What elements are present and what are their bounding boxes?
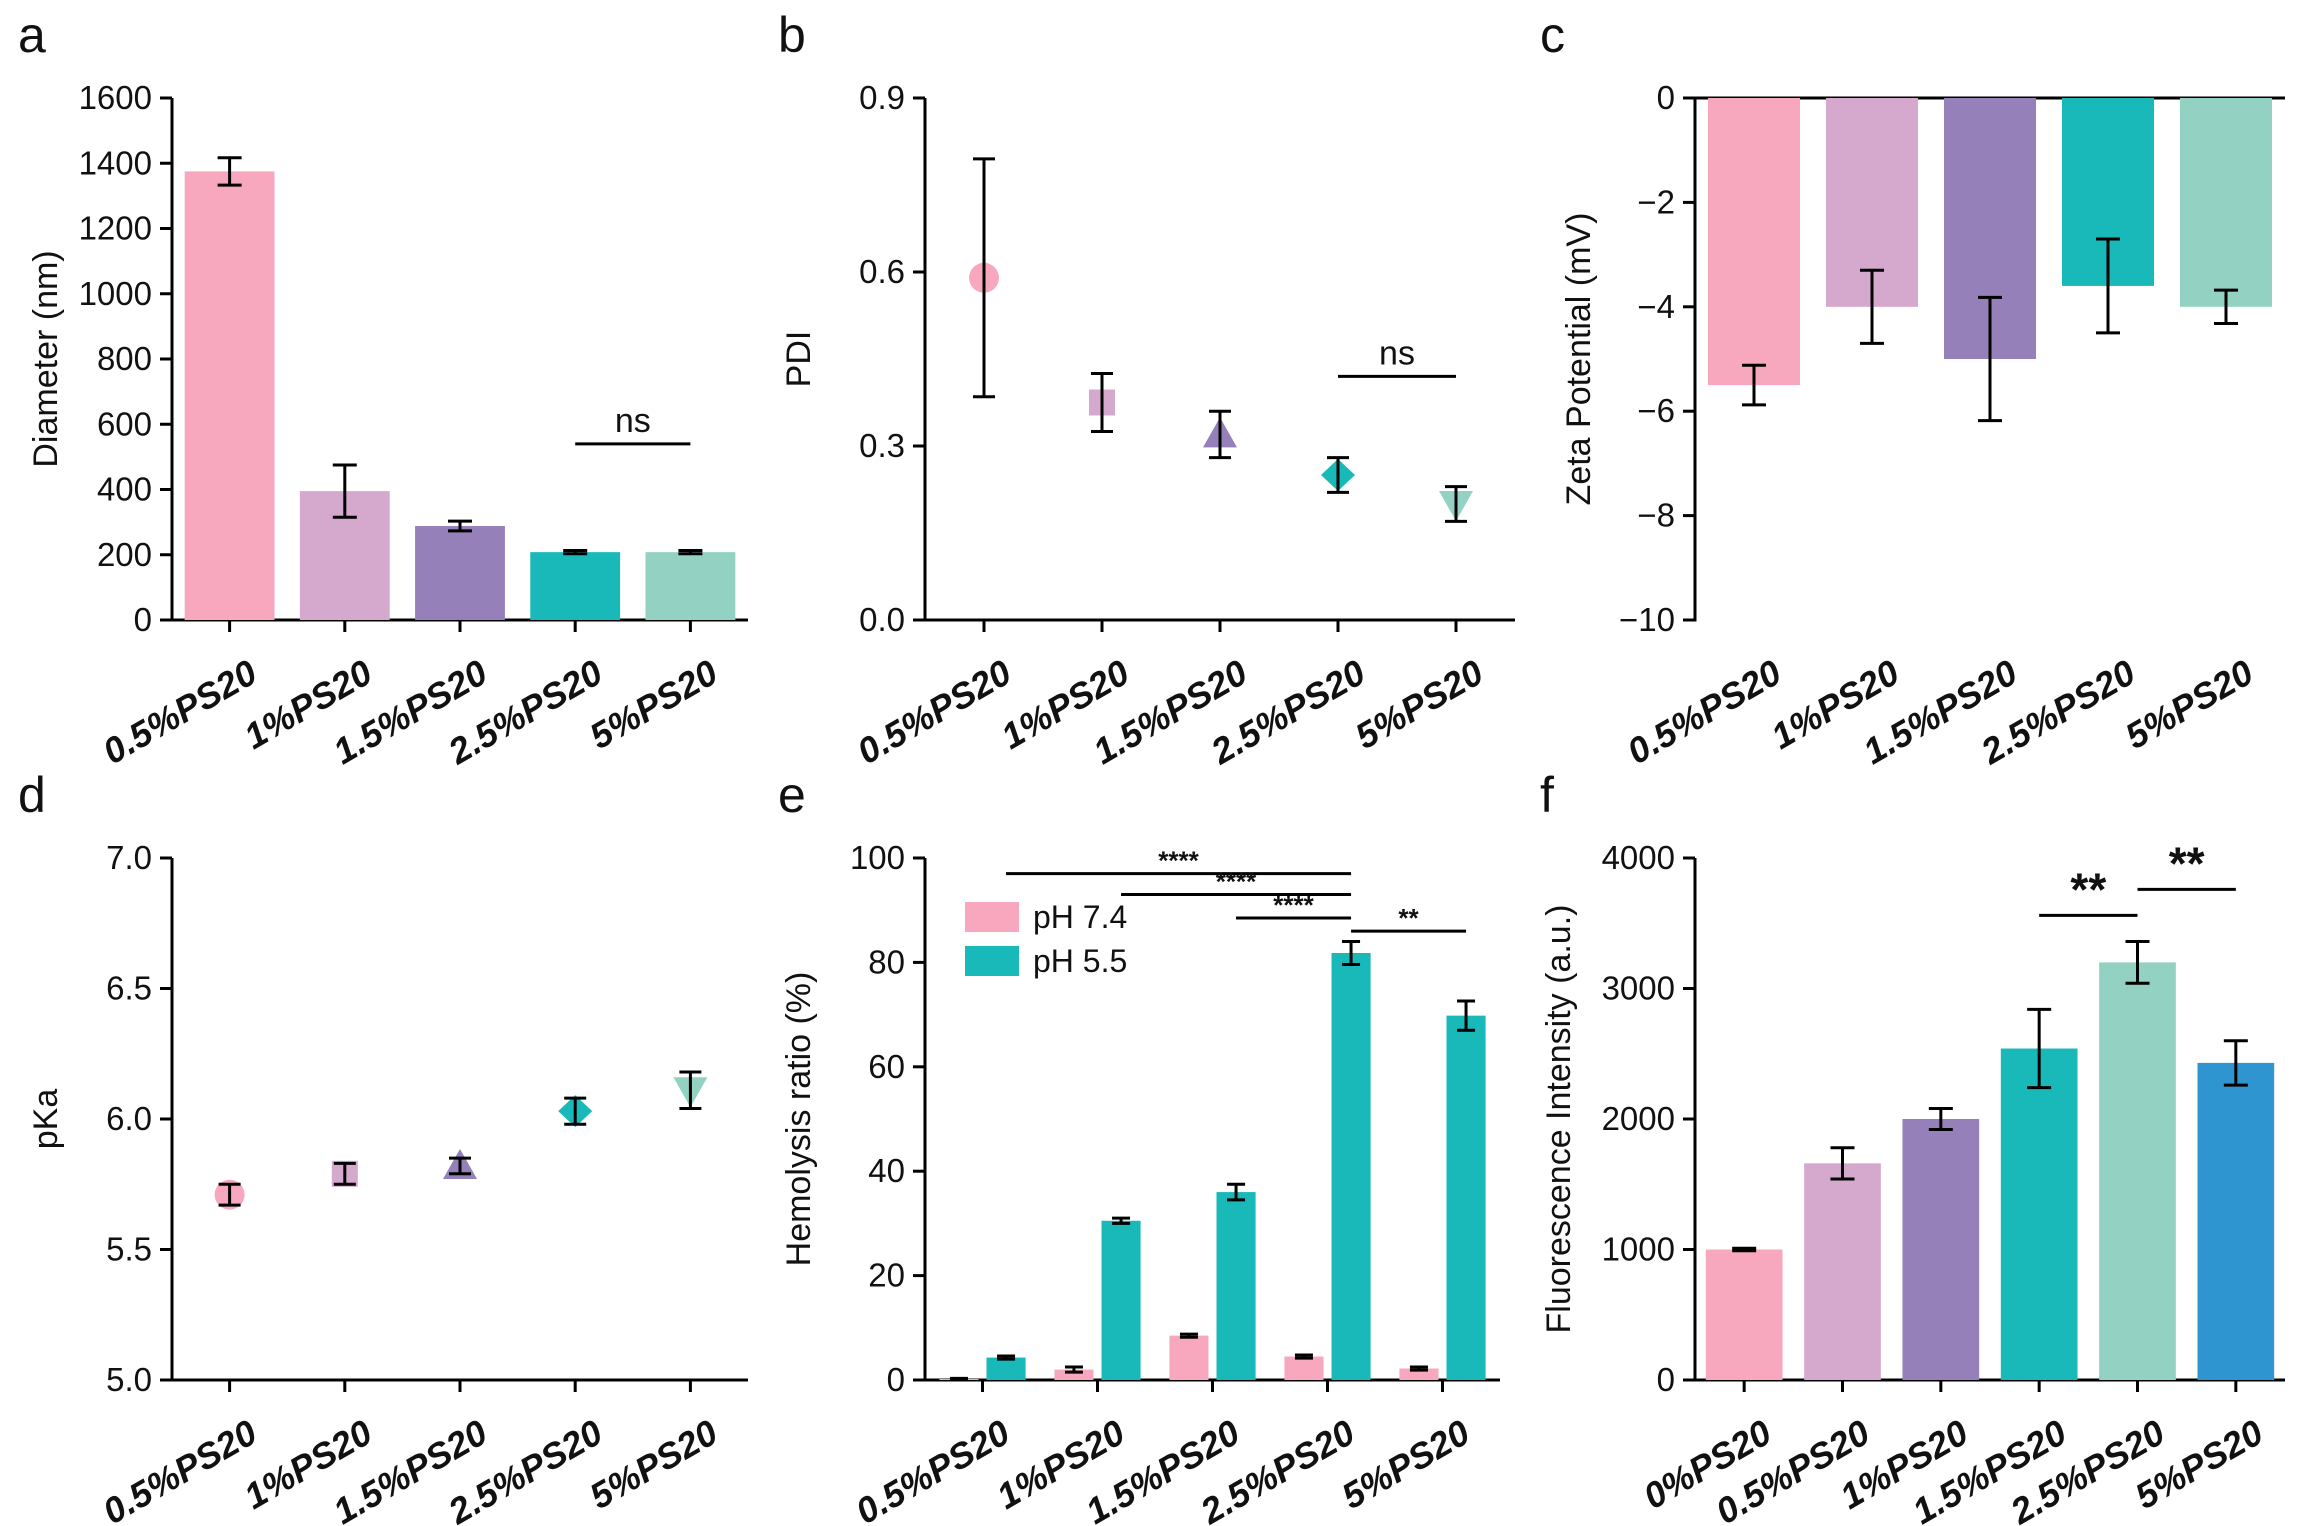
y-tick-label: 20 — [868, 1257, 905, 1294]
y-tick-label: 1400 — [79, 144, 152, 181]
y-tick-label: 100 — [850, 839, 905, 876]
panel-d: d5.05.56.06.57.0pKa0.5%PS201%PS201.5%PS2… — [18, 767, 748, 1526]
x-tick-label: 0.5%PS20 — [1620, 651, 1788, 772]
panel-c: c −10 −8 −6 −4 −2 0 Zeta Potential (mV) 0.5%PS20… — [1540, 7, 2285, 772]
y-tick-label: 6.5 — [106, 970, 152, 1007]
y-tick-label: 0.3 — [859, 427, 905, 464]
y-tick-label: 4000 — [1602, 839, 1675, 876]
x-tick-label: 5%PS20 — [1335, 1411, 1477, 1517]
bar-pH 7.4-1.5%PS20 — [1169, 1335, 1209, 1380]
panel-letter: f — [1540, 767, 1554, 823]
y-tick-label: 1600 — [79, 79, 152, 116]
bar-0.5%PS20 — [1707, 98, 1801, 386]
y-tick-label: 0.9 — [859, 79, 905, 116]
significance-label: ns — [615, 402, 651, 440]
y-tick-label: 0 — [1657, 79, 1675, 116]
significance-label: **** — [1158, 846, 1199, 876]
y-axis-label: pKa — [27, 1089, 65, 1150]
y-tick-label: 800 — [97, 340, 152, 377]
y-tick-label: 5.5 — [106, 1231, 152, 1268]
legend-label-pH 7.4: pH 7.4 — [1033, 899, 1127, 935]
x-tick-label: 5%PS20 — [583, 651, 725, 757]
y-tick-label: 0 — [887, 1361, 905, 1398]
y-tick-label: 2000 — [1602, 1100, 1675, 1137]
y-tick-label: −6 — [1637, 392, 1675, 429]
significance-label: **** — [1273, 890, 1314, 920]
significance-label: **** — [1216, 867, 1257, 897]
legend-swatch-pH 5.5 — [965, 946, 1019, 976]
x-tick-label: 5%PS20 — [2118, 651, 2260, 757]
bar-5%PS20 — [645, 552, 736, 620]
x-tick-label: 5%PS20 — [1348, 651, 1490, 757]
legend-swatch-pH 7.4 — [965, 902, 1019, 932]
x-tick-label: 0.5%PS20 — [850, 651, 1018, 772]
y-tick-label: 3000 — [1602, 970, 1675, 1007]
panel-e: e 0 20 40 60 80 100 Hemolysis ratio (%) 0.5%PS20… — [778, 767, 1500, 1526]
y-axis-label: PDI — [780, 331, 818, 388]
y-tick-label: 0 — [1657, 1361, 1675, 1398]
y-tick-label: 1000 — [1602, 1231, 1675, 1268]
y-tick-label: 1000 — [79, 275, 152, 312]
bar-1.5%PS20 — [415, 526, 505, 620]
y-tick-label: −10 — [1619, 601, 1675, 638]
y-tick-label: −8 — [1637, 497, 1675, 534]
x-tick-label: 0.5%PS20 — [849, 1411, 1017, 1526]
bar-5%PS20 — [2197, 1062, 2275, 1380]
significance-label: ** — [1398, 903, 1419, 933]
y-tick-label: 600 — [97, 405, 152, 442]
bar-pH 7.4-5%PS20 — [1399, 1368, 1439, 1380]
y-tick-label: −2 — [1637, 183, 1675, 220]
y-axis-label: Diameter (nm) — [27, 250, 65, 467]
bar-pH 5.5-2.5%PS20 — [1331, 953, 1371, 1380]
y-axis-label: Zeta Potential (mV) — [1560, 213, 1598, 506]
panel-b: b0.00.30.60.9PDI0.5%PS201%PS201.5%PS202.… — [778, 7, 1515, 772]
legend-label-pH 5.5: pH 5.5 — [1033, 943, 1127, 979]
y-tick-label: 80 — [868, 943, 905, 980]
y-tick-label: 40 — [868, 1152, 905, 1189]
bar-pH 5.5-0.5%PS20 — [986, 1357, 1026, 1380]
panel-letter: b — [778, 7, 806, 63]
y-axis-label: Fluorescence Intensity (a.u.) — [1540, 905, 1578, 1334]
bar-1.5%PS20 — [2000, 1048, 2078, 1380]
significance-label: ns — [1379, 334, 1415, 372]
bar-pH 7.4-1%PS20 — [1054, 1369, 1094, 1380]
x-tick-label: 0.5%PS20 — [96, 1411, 264, 1526]
panel-a: a 0 200 400 600 800 1000 1200 1400 1600 Diameter (… — [18, 7, 748, 772]
bar-pH 5.5-5%PS20 — [1446, 1015, 1486, 1380]
bar-0.5%PS20 — [184, 171, 275, 620]
bar-2.5%PS20 — [530, 552, 621, 620]
bar-2.5%PS20 — [2099, 962, 2176, 1380]
bar-1%PS20 — [1902, 1119, 1980, 1380]
y-tick-label: 0.0 — [859, 601, 905, 638]
y-axis-label: Hemolysis ratio (%) — [780, 972, 818, 1267]
panel-letter: d — [18, 767, 46, 823]
y-tick-label: 1200 — [79, 210, 152, 247]
panel-letter: a — [18, 7, 46, 63]
bar-pH 7.4-2.5%PS20 — [1284, 1356, 1324, 1380]
panel-letter: e — [778, 767, 806, 823]
y-tick-label: 5.0 — [106, 1361, 152, 1398]
y-tick-label: 200 — [97, 536, 152, 573]
x-tick-label: 0.5%PS20 — [96, 651, 264, 772]
bar-pH 5.5-1.5%PS20 — [1216, 1192, 1256, 1380]
bar-5%PS20 — [2179, 98, 2273, 307]
y-tick-label: −4 — [1637, 288, 1675, 325]
y-tick-label: 60 — [868, 1048, 905, 1085]
x-tick-label: 5%PS20 — [583, 1411, 725, 1517]
bar-pH 5.5-1%PS20 — [1101, 1220, 1141, 1380]
significance-label: ** — [2169, 837, 2205, 889]
bar-0.5%PS20 — [1804, 1163, 1881, 1380]
y-tick-label: 400 — [97, 471, 152, 508]
bar-0%PS20 — [1705, 1249, 1783, 1380]
y-tick-label: 7.0 — [106, 839, 152, 876]
y-tick-label: 6.0 — [106, 1100, 152, 1137]
panel-letter: c — [1540, 7, 1565, 63]
y-tick-label: 0 — [134, 601, 152, 638]
panel-f: f 0 1000 2000 3000 4000 Fluorescence Intensity… — [1540, 767, 2285, 1526]
significance-label: ** — [2070, 863, 2106, 915]
y-tick-label: 0.6 — [859, 253, 905, 290]
